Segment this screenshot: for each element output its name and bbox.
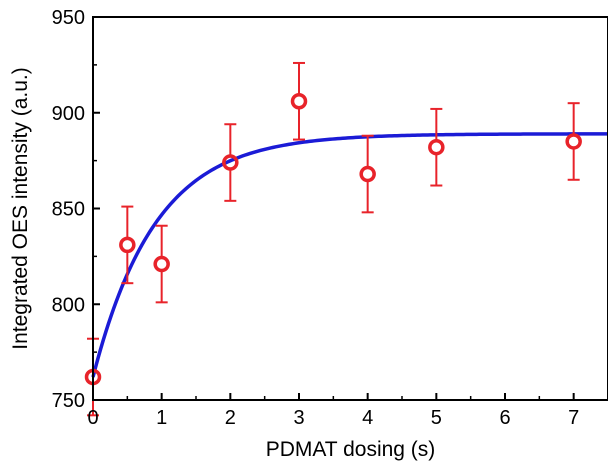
data-point <box>222 123 239 202</box>
data-point <box>359 134 376 214</box>
data-points-layer <box>84 61 582 417</box>
data-point <box>565 102 582 181</box>
y-tick-label: 900 <box>52 103 85 125</box>
y-axis-label: Integrated OES intensity (a.u.) <box>9 67 32 349</box>
point-marker <box>290 93 308 110</box>
data-point <box>153 224 170 304</box>
x-tick-label: 2 <box>225 407 236 429</box>
x-tick-label: 4 <box>362 407 373 429</box>
x-tick-label: 7 <box>568 407 579 429</box>
x-tick-label: 1 <box>156 407 167 429</box>
x-tick-label: 0 <box>87 407 98 429</box>
point-marker <box>119 236 136 254</box>
data-point <box>119 205 136 285</box>
x-tick-label: 3 <box>293 407 304 429</box>
axis-ticks: 0 1 2 3 4 5 6 7 750 800 850 900 950 <box>52 7 580 429</box>
x-tick-label: 5 <box>431 407 442 429</box>
y-tick-label: 750 <box>52 390 85 412</box>
point-marker <box>222 154 239 171</box>
point-marker <box>153 255 170 273</box>
data-point <box>428 107 445 187</box>
x-tick-label: 6 <box>499 407 510 429</box>
y-tick-label: 850 <box>52 199 85 221</box>
x-axis-label: PDMAT dosing (s) <box>266 438 436 461</box>
y-tick-label: 800 <box>52 294 85 316</box>
fit-curve <box>91 132 608 378</box>
data-point <box>290 61 308 141</box>
point-marker <box>359 165 376 183</box>
fit-curve-layer <box>91 132 608 378</box>
point-marker <box>428 138 445 156</box>
y-tick-label: 950 <box>52 7 85 29</box>
plot-frame <box>92 16 608 401</box>
point-marker <box>565 133 582 150</box>
